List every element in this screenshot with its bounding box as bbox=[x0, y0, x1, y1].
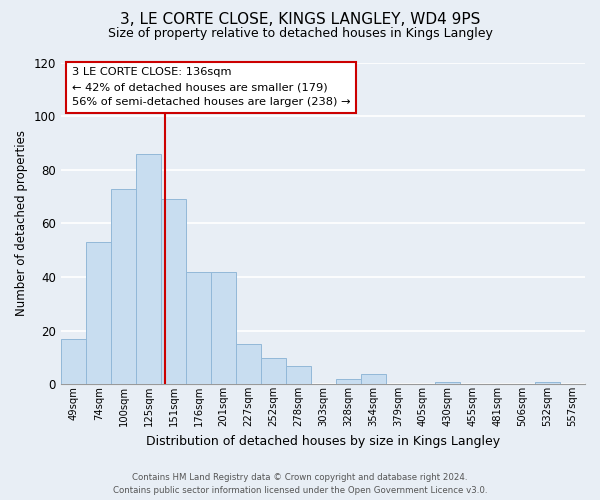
Bar bbox=[112, 188, 136, 384]
Bar bbox=[86, 242, 112, 384]
Text: Contains HM Land Registry data © Crown copyright and database right 2024.
Contai: Contains HM Land Registry data © Crown c… bbox=[113, 474, 487, 495]
X-axis label: Distribution of detached houses by size in Kings Langley: Distribution of detached houses by size … bbox=[146, 434, 500, 448]
Bar bbox=[236, 344, 261, 385]
Text: 3, LE CORTE CLOSE, KINGS LANGLEY, WD4 9PS: 3, LE CORTE CLOSE, KINGS LANGLEY, WD4 9P… bbox=[120, 12, 480, 28]
Bar bbox=[211, 272, 236, 384]
Bar bbox=[261, 358, 286, 384]
Bar bbox=[161, 200, 186, 384]
Bar bbox=[535, 382, 560, 384]
Bar bbox=[336, 379, 361, 384]
Bar bbox=[61, 339, 86, 384]
Bar bbox=[436, 382, 460, 384]
Text: 3 LE CORTE CLOSE: 136sqm
← 42% of detached houses are smaller (179)
56% of semi-: 3 LE CORTE CLOSE: 136sqm ← 42% of detach… bbox=[72, 68, 350, 107]
Bar bbox=[136, 154, 161, 384]
Y-axis label: Number of detached properties: Number of detached properties bbox=[15, 130, 28, 316]
Bar bbox=[286, 366, 311, 384]
Bar bbox=[186, 272, 211, 384]
Bar bbox=[361, 374, 386, 384]
Text: Size of property relative to detached houses in Kings Langley: Size of property relative to detached ho… bbox=[107, 28, 493, 40]
